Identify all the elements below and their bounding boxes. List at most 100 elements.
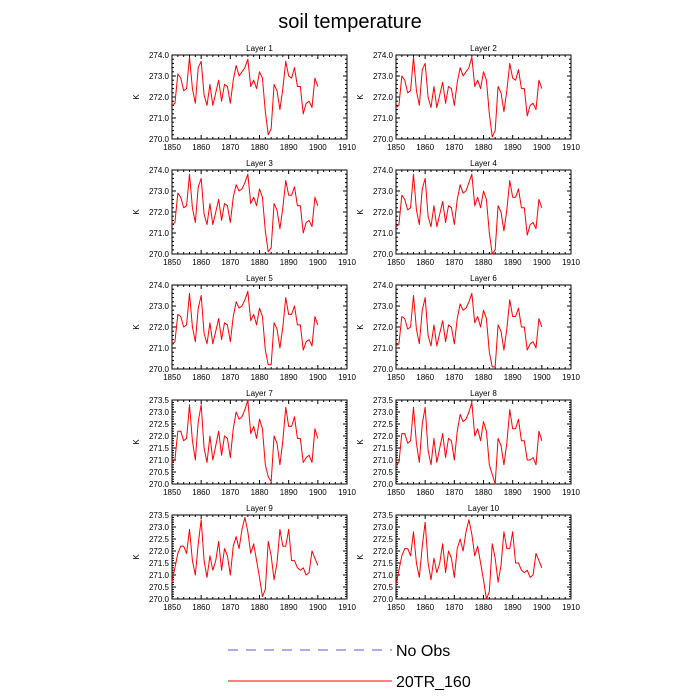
layer-5-series-line (171, 290, 319, 366)
layer-2-y-tick-label: 272.0 (373, 93, 394, 102)
layer-1-x-tick-label: 1850 (163, 143, 181, 152)
layer-9-ylabel: K (132, 554, 141, 560)
layer-2-x-tick-label: 1880 (475, 143, 493, 152)
layer-8-x-tick-label: 1880 (475, 488, 493, 497)
layer-4-x-tick-label: 1850 (387, 258, 405, 267)
layer-1-y-tick-label: 272.0 (149, 93, 170, 102)
layer-5-y-tick-label: 274.0 (149, 281, 170, 290)
layer-8-x-tick-label: 1890 (504, 488, 522, 497)
layer-10-series-line (395, 519, 543, 600)
layer-10-x-tick-label: 1890 (504, 603, 522, 612)
layer-7-title: Layer 7 (246, 389, 273, 398)
layer-9-series-line (171, 516, 319, 598)
layer-8-frame (395, 399, 572, 485)
layer-7-y-tick-label: 270.0 (149, 480, 170, 489)
layer-7-x-tick-label: 1860 (192, 488, 210, 497)
layer-5-x-tick-label: 1880 (251, 373, 269, 382)
layer-10-y-tick-label: 271.5 (373, 559, 394, 568)
layer-10-x-tick-label: 1850 (387, 603, 405, 612)
layer-6-x-tick-label: 1910 (562, 373, 580, 382)
layer-7-ylabel: K (132, 439, 141, 445)
layer-4-y-tick-label: 273.0 (373, 187, 394, 196)
layer-3-series-line (171, 173, 319, 253)
layer-9-y-tick-label: 273.5 (149, 511, 170, 520)
layer-7-x-tick-label: 1890 (280, 488, 298, 497)
legend: No Obs 20TR_160 (228, 643, 471, 691)
layer-10-y-tick-label: 270.5 (373, 583, 394, 592)
layer-3-frame (171, 169, 348, 255)
layer-8-y-tick-label: 273.0 (373, 408, 394, 417)
layer-3-x-tick-label: 1850 (163, 258, 181, 267)
layer-4-frame (395, 169, 572, 255)
layer-9-y-tick-label: 272.0 (149, 547, 170, 556)
layer-9-y-tick-label: 271.5 (149, 559, 170, 568)
layer-2-x-tick-label: 1850 (387, 143, 405, 152)
layer-10-title: Layer 10 (468, 504, 500, 513)
layer-8-y-tick-label: 273.5 (373, 396, 394, 405)
layer-5-title: Layer 5 (246, 274, 273, 283)
layer-9-x-tick-label: 1860 (192, 603, 210, 612)
layer-7-x-tick-label: 1870 (221, 488, 239, 497)
layer-2-y-tick-label: 274.0 (373, 51, 394, 60)
layer-1-x-tick-label: 1860 (192, 143, 210, 152)
layer-1-x-tick-label: 1890 (280, 143, 298, 152)
layer-6-frame (395, 284, 572, 370)
layer-6-ylabel: K (356, 324, 365, 330)
layer-4-x-tick-label: 1880 (475, 258, 493, 267)
layer-10-x-tick-label: 1880 (475, 603, 493, 612)
layer-7-x-tick-label: 1910 (338, 488, 356, 497)
layer-8-x-tick-label: 1860 (416, 488, 434, 497)
layer-6-x-tick-label: 1870 (445, 373, 463, 382)
layer-4-x-tick-label: 1860 (416, 258, 434, 267)
layer-3-y-tick-label: 273.0 (149, 187, 170, 196)
layer-4-series-line (395, 173, 543, 255)
layer-4-panel: Layer 4 1850 1860 1870 1880 1890 1900 1910 270.0… (356, 159, 580, 267)
layer-1-panel: Layer 1 1850 1860 1870 1880 1890 1900 1910 270.0… (132, 44, 356, 152)
layer-8-x-tick-label: 1900 (533, 488, 551, 497)
layer-5-x-tick-label: 1870 (221, 373, 239, 382)
layer-2-x-tick-label: 1860 (416, 143, 434, 152)
layer-7-y-tick-label: 271.5 (149, 444, 170, 453)
layer-3-ylabel: K (132, 209, 141, 215)
layer-8-y-tick-label: 270.5 (373, 468, 394, 477)
layer-7-y-tick-label: 273.5 (149, 396, 170, 405)
layer-7-x-tick-label: 1850 (163, 488, 181, 497)
layer-10-x-tick-label: 1860 (416, 603, 434, 612)
layer-1-x-tick-label: 1880 (251, 143, 269, 152)
layer-2-series-line (395, 56, 543, 138)
layer-8-y-tick-label: 270.0 (373, 480, 394, 489)
legend-model-label: 20TR_160 (396, 674, 471, 691)
layer-10-x-tick-label: 1870 (445, 603, 463, 612)
layer-2-ylabel: K (356, 94, 365, 100)
layer-7-y-tick-label: 272.0 (149, 432, 170, 441)
layer-5-x-tick-label: 1890 (280, 373, 298, 382)
layer-9-y-tick-label: 272.5 (149, 535, 170, 544)
layer-5-x-tick-label: 1850 (163, 373, 181, 382)
layer-7-x-tick-label: 1880 (251, 488, 269, 497)
layer-2-frame (395, 54, 572, 140)
layer-1-x-tick-label: 1900 (309, 143, 327, 152)
layer-2-y-tick-label: 270.0 (373, 135, 394, 144)
layer-3-y-tick-label: 272.0 (149, 208, 170, 217)
layer-3-x-tick-label: 1890 (280, 258, 298, 267)
layer-5-ylabel: K (132, 324, 141, 330)
layer-2-x-tick-label: 1870 (445, 143, 463, 152)
layer-8-y-tick-label: 271.5 (373, 444, 394, 453)
layer-10-panel: Layer 10 1850 1860 1870 1880 1890 1900 1910 270.… (356, 504, 580, 612)
layer-6-y-tick-label: 274.0 (373, 281, 394, 290)
layer-5-x-tick-label: 1900 (309, 373, 327, 382)
layer-3-panel: Layer 3 1850 1860 1870 1880 1890 1900 1910 270.0… (132, 159, 356, 267)
layer-4-y-tick-label: 271.0 (373, 229, 394, 238)
layer-2-x-tick-label: 1900 (533, 143, 551, 152)
layer-4-y-tick-label: 272.0 (373, 208, 394, 217)
layer-9-x-tick-label: 1870 (221, 603, 239, 612)
layer-10-y-tick-label: 271.0 (373, 571, 394, 580)
layer-8-y-tick-label: 271.0 (373, 456, 394, 465)
layer-8-y-tick-label: 272.5 (373, 420, 394, 429)
layer-6-series-line (395, 292, 543, 368)
layer-7-y-tick-label: 270.5 (149, 468, 170, 477)
layer-1-y-tick-label: 274.0 (149, 51, 170, 60)
layer-7-x-tick-label: 1900 (309, 488, 327, 497)
layer-9-y-tick-label: 270.5 (149, 583, 170, 592)
layer-1-title: Layer 1 (246, 44, 273, 53)
